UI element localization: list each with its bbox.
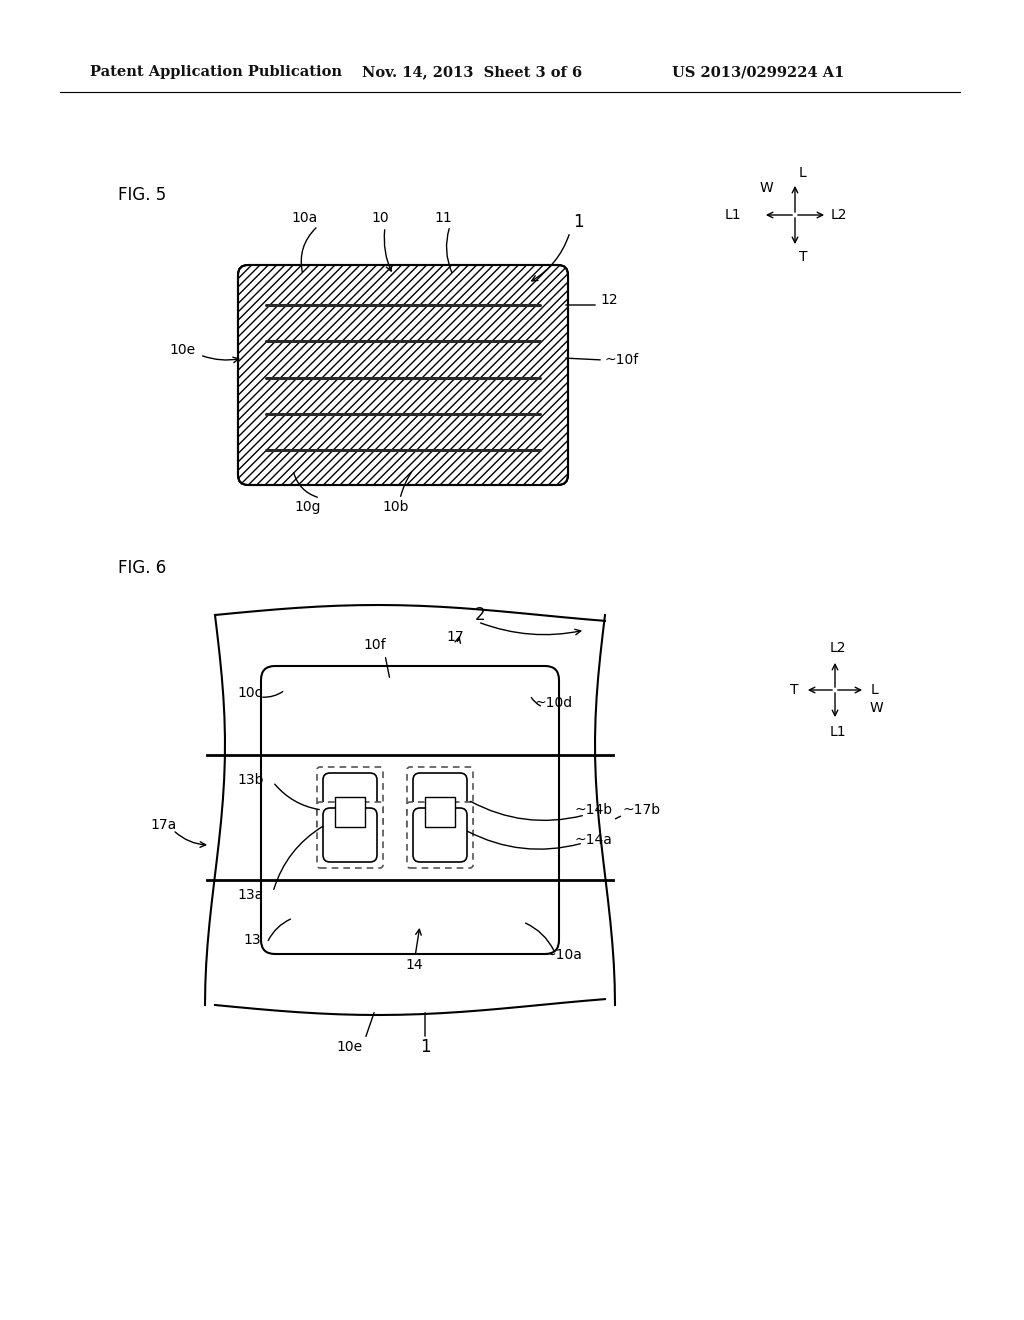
Text: L1: L1 bbox=[829, 725, 846, 739]
Text: L2: L2 bbox=[829, 642, 846, 655]
Text: 11: 11 bbox=[434, 211, 452, 224]
FancyBboxPatch shape bbox=[407, 803, 473, 869]
Text: 17: 17 bbox=[446, 630, 464, 644]
Bar bbox=[425, 797, 455, 828]
Text: L: L bbox=[871, 682, 879, 697]
Text: 13a: 13a bbox=[237, 888, 263, 902]
Text: W: W bbox=[759, 181, 773, 195]
Text: Patent Application Publication: Patent Application Publication bbox=[90, 65, 342, 79]
Text: L: L bbox=[799, 166, 807, 180]
Text: L1: L1 bbox=[724, 209, 741, 222]
Text: 12: 12 bbox=[600, 293, 617, 308]
Text: 1: 1 bbox=[420, 1038, 430, 1056]
FancyBboxPatch shape bbox=[323, 808, 377, 862]
FancyBboxPatch shape bbox=[413, 808, 467, 862]
Text: 10e: 10e bbox=[170, 343, 196, 356]
Text: ~10f: ~10f bbox=[604, 352, 638, 367]
FancyBboxPatch shape bbox=[407, 767, 473, 833]
FancyBboxPatch shape bbox=[317, 803, 383, 869]
Text: Nov. 14, 2013  Sheet 3 of 6: Nov. 14, 2013 Sheet 3 of 6 bbox=[362, 65, 582, 79]
Text: 10b: 10b bbox=[383, 500, 410, 513]
FancyBboxPatch shape bbox=[238, 265, 568, 484]
Bar bbox=[335, 797, 365, 828]
Text: 10e: 10e bbox=[337, 1040, 364, 1053]
Text: 13: 13 bbox=[243, 933, 261, 946]
FancyBboxPatch shape bbox=[323, 774, 377, 828]
Text: US 2013/0299224 A1: US 2013/0299224 A1 bbox=[672, 65, 845, 79]
Text: ~14a: ~14a bbox=[575, 833, 613, 847]
Text: L2: L2 bbox=[831, 209, 848, 222]
Text: 10g: 10g bbox=[295, 500, 322, 513]
Text: 10f: 10f bbox=[364, 638, 386, 652]
Text: ~17b: ~17b bbox=[623, 803, 662, 817]
Text: 10c: 10c bbox=[237, 686, 262, 700]
Text: T: T bbox=[799, 249, 808, 264]
Text: FIG. 5: FIG. 5 bbox=[118, 186, 166, 205]
Text: T: T bbox=[791, 682, 799, 697]
Text: 10a: 10a bbox=[292, 211, 318, 224]
Text: ~10a: ~10a bbox=[545, 948, 583, 962]
Text: FIG. 6: FIG. 6 bbox=[118, 558, 166, 577]
Text: ~14b: ~14b bbox=[575, 803, 613, 817]
Text: 1: 1 bbox=[572, 213, 584, 231]
FancyBboxPatch shape bbox=[317, 767, 383, 833]
FancyBboxPatch shape bbox=[261, 667, 559, 954]
Text: 17a: 17a bbox=[150, 818, 176, 832]
Text: ~10d: ~10d bbox=[535, 696, 573, 710]
Text: 13b: 13b bbox=[237, 774, 263, 787]
Text: 2: 2 bbox=[475, 606, 485, 624]
FancyBboxPatch shape bbox=[413, 774, 467, 828]
Text: 10: 10 bbox=[371, 211, 389, 224]
Text: W: W bbox=[870, 701, 884, 715]
Text: 14: 14 bbox=[406, 958, 423, 972]
